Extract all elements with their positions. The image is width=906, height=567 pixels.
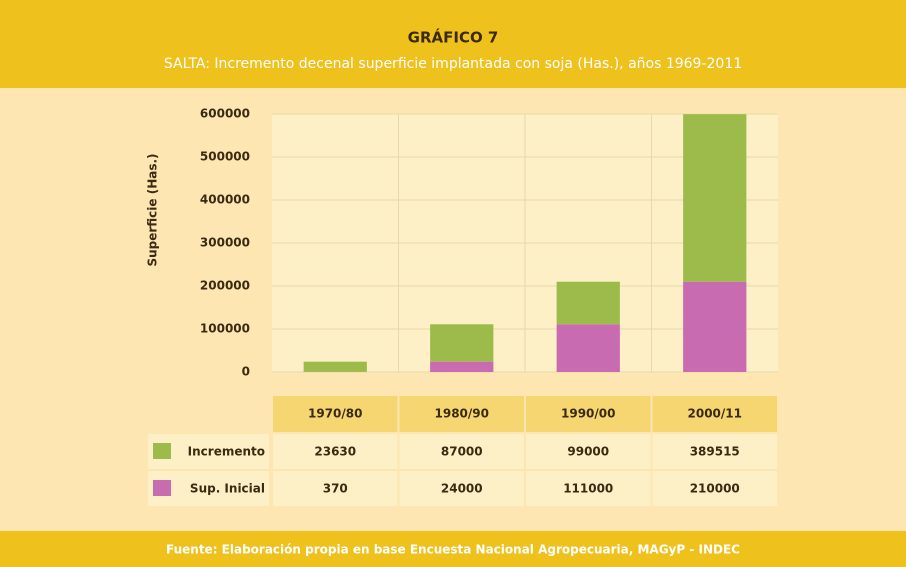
bar-segment — [430, 361, 494, 372]
bar-segment — [556, 324, 620, 372]
x-tick-label: 2000/11 — [688, 407, 742, 421]
legend-label: Sup. Inicial — [190, 482, 265, 496]
x-tick-label: 1970/80 — [308, 407, 362, 421]
x-tick-label: 1980/90 — [435, 407, 489, 421]
chart-title: GRÁFICO 7 — [408, 28, 499, 47]
bar-segment — [683, 114, 747, 282]
header-band — [0, 0, 906, 88]
y-tick-label: 500000 — [200, 150, 250, 164]
bar-segment — [683, 281, 747, 372]
table-row-bg — [148, 434, 778, 469]
bar-segment — [556, 281, 620, 325]
y-axis-label: Superficie (Has.) — [146, 153, 160, 266]
table-value: 87000 — [441, 445, 483, 459]
y-tick-label: 200000 — [200, 279, 250, 293]
footer-band — [0, 531, 906, 567]
y-tick-label: 400000 — [200, 193, 250, 207]
table-value: 111000 — [563, 482, 613, 496]
bar-segment — [430, 324, 494, 362]
bar-segment — [303, 361, 367, 372]
y-tick-label: 100000 — [200, 322, 250, 336]
table-value: 23630 — [314, 445, 356, 459]
table-value: 99000 — [567, 445, 609, 459]
x-tick-label: 1990/00 — [561, 407, 615, 421]
y-tick-label: 0 — [242, 365, 250, 379]
source-note: Fuente: Elaboración propia en base Encue… — [166, 543, 740, 557]
y-tick-label: 300000 — [200, 236, 250, 250]
table-value: 370 — [323, 482, 348, 496]
chart-subtitle: SALTA: Incremento decenal superficie imp… — [164, 56, 742, 72]
table-value: 389515 — [690, 445, 740, 459]
table-value: 210000 — [690, 482, 740, 496]
table-row-bg — [148, 471, 778, 506]
legend-swatch — [153, 480, 171, 496]
legend-swatch — [153, 443, 171, 459]
legend-label: Incremento — [188, 445, 265, 459]
table-value: 24000 — [441, 482, 483, 496]
y-tick-label: 600000 — [200, 107, 250, 121]
